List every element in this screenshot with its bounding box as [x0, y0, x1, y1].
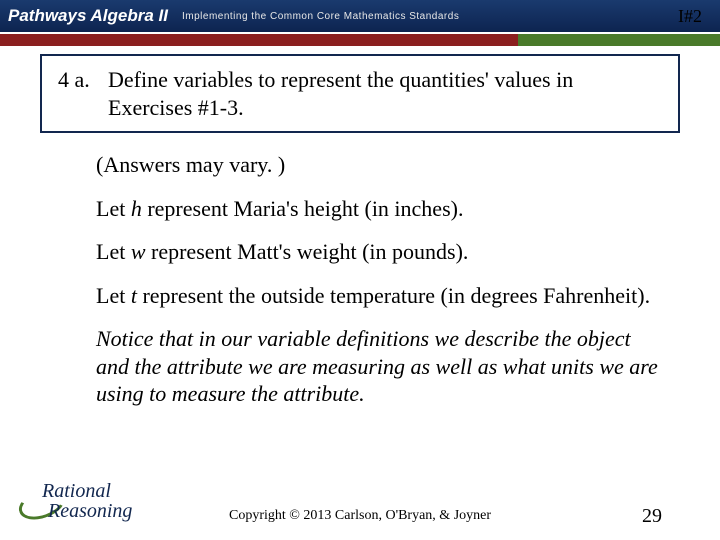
- answer-h-pre: Let: [96, 196, 131, 221]
- page-number: 29: [642, 505, 662, 528]
- question-text: Define variables to represent the quanti…: [108, 66, 662, 121]
- header-bar: Pathways Algebra II Implementing the Com…: [0, 0, 720, 32]
- answer-t-pre: Let: [96, 283, 131, 308]
- notice-paragraph: Notice that in our variable definitions …: [96, 325, 658, 408]
- header-subtitle: Implementing the Common Core Mathematics…: [182, 11, 459, 22]
- answer-line-h: Let h represent Maria's height (in inche…: [96, 195, 658, 223]
- answer-h-post: represent Maria's height (in inches).: [142, 196, 464, 221]
- header-code: I#2: [678, 6, 702, 27]
- answer-t-post: represent the outside temperature (in de…: [137, 283, 650, 308]
- answer-w-post: represent Matt's weight (in pounds).: [146, 239, 469, 264]
- accent-green-bar: [518, 32, 720, 46]
- accent-row: [0, 32, 720, 46]
- content-area: (Answers may vary. ) Let h represent Mar…: [96, 151, 658, 408]
- question-number: 4 a.: [58, 66, 108, 121]
- copyright-text: Copyright © 2013 Carlson, O'Bryan, & Joy…: [0, 508, 720, 524]
- answers-intro: (Answers may vary. ): [96, 151, 658, 179]
- answer-w-pre: Let: [96, 239, 131, 264]
- accent-red-bar: [0, 32, 518, 46]
- answer-line-w: Let w represent Matt's weight (in pounds…: [96, 238, 658, 266]
- answer-w-var: w: [131, 239, 146, 264]
- answer-h-var: h: [131, 196, 142, 221]
- answer-line-t: Let t represent the outside temperature …: [96, 282, 658, 310]
- question-box: 4 a. Define variables to represent the q…: [40, 54, 680, 133]
- header-title: Pathways Algebra II: [8, 6, 168, 26]
